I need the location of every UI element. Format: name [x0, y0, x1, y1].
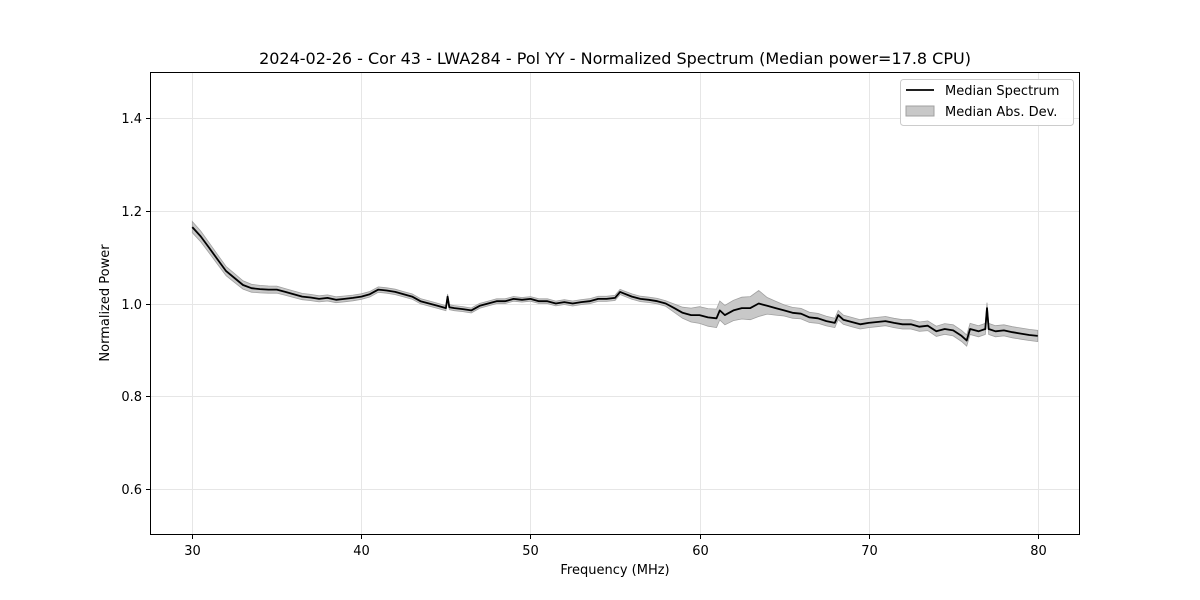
y-axis-ticks: 0.6 0.8 1.0 1.2 1.4	[121, 112, 150, 498]
x-axis-label: Frequency (MHz)	[560, 563, 669, 578]
y-tick-label: 1.0	[121, 298, 142, 313]
x-tick-label: 40	[353, 544, 370, 559]
y-tick-label: 0.6	[121, 483, 142, 498]
y-axis-label: Normalized Power	[98, 244, 113, 362]
x-tick-label: 60	[692, 544, 709, 559]
y-tick-label: 1.4	[121, 112, 142, 127]
x-tick-label: 50	[522, 544, 539, 559]
mad-band-layer	[191, 220, 1039, 347]
y-tick-label: 1.2	[121, 205, 142, 220]
y-tick-label: 0.8	[121, 390, 142, 405]
mad-band	[191, 220, 1039, 347]
plot-frame	[150, 72, 1080, 535]
x-tick-label: 70	[861, 544, 878, 559]
x-tick-label: 30	[184, 544, 201, 559]
legend-band-swatch	[905, 105, 935, 117]
legend: Median Spectrum Median Abs. Dev.	[900, 79, 1074, 126]
x-axis-ticks: 30 40 50 60 70 80	[184, 535, 1047, 559]
x-tick-label: 80	[1030, 544, 1047, 559]
median-spectrum-line	[191, 226, 1038, 342]
chart-title: 2024-02-26 - Cor 43 - LWA284 - Pol YY - …	[259, 49, 971, 68]
legend-box	[900, 79, 1074, 126]
legend-entry-median-spectrum: Median Spectrum	[945, 84, 1059, 99]
median-line-layer	[191, 226, 1038, 342]
legend-entry-median-abs-dev: Median Abs. Dev.	[945, 105, 1057, 120]
